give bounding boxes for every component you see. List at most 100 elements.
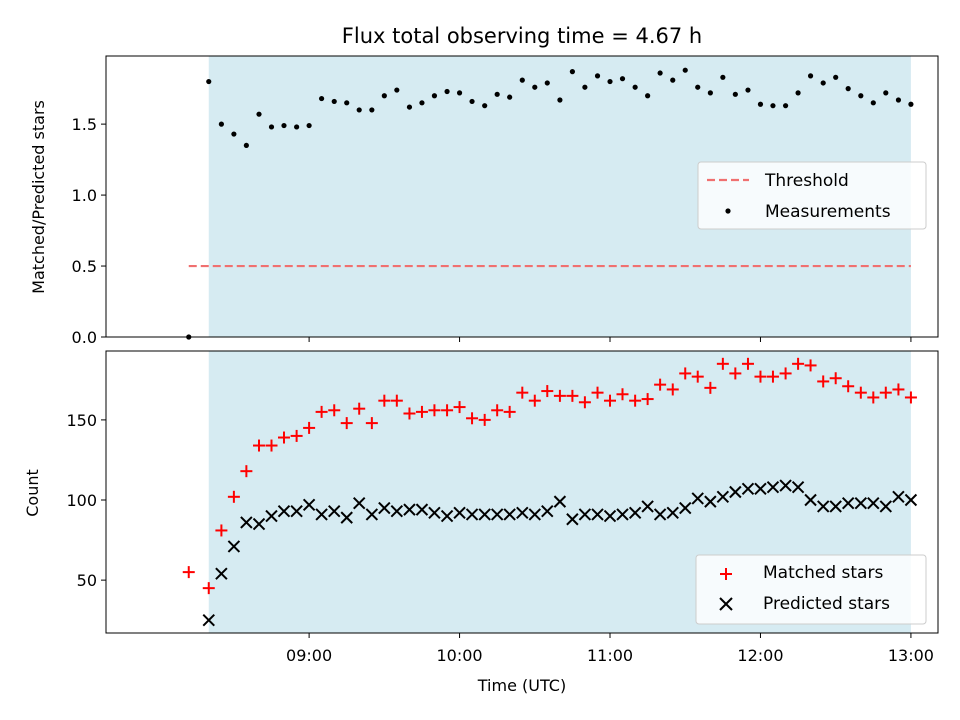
bottom-legend: Matched stars Predicted stars — [695, 554, 927, 625]
measurement-point — [795, 90, 801, 96]
predicted-star-point — [879, 500, 893, 513]
predicted-star-mark-b — [516, 506, 529, 520]
predicted-star-mark-b — [578, 508, 592, 521]
matched-star-point — [265, 439, 278, 452]
matched-star-point — [829, 372, 842, 385]
predicted-star-point — [240, 516, 253, 529]
predicted-star-mark-b — [691, 492, 704, 505]
matched-star-point — [641, 393, 654, 406]
predicted-star-mark-b — [829, 500, 842, 513]
top-y-axis: 0.0 0.5 1.0 1.5 — [72, 115, 106, 347]
predicted-legend-swatch — [719, 597, 733, 611]
bottom-y-axis-label: Count — [23, 469, 42, 517]
matched-star-point — [227, 490, 240, 503]
predicted-star-point — [704, 495, 717, 508]
measurement-point — [532, 84, 538, 90]
bottom-x-axis: 09:00 10:00 11:00 12:00 13:00 — [286, 633, 934, 665]
predicted-star-mark-b — [390, 505, 404, 518]
measurement-point — [594, 73, 601, 79]
matched-star-point — [453, 401, 466, 414]
measurement-point — [281, 122, 287, 129]
predicted-star-mark-b — [653, 508, 667, 521]
measurement-point — [494, 91, 500, 97]
measurement-point — [782, 103, 789, 109]
predicted-star-point — [729, 485, 742, 499]
predicted-star-mark-b — [704, 495, 717, 508]
top-y-tick-label: 1.0 — [72, 186, 97, 205]
predicted-star-mark-b — [879, 500, 893, 513]
predicted-star-point — [603, 509, 617, 523]
measurement-point — [243, 142, 249, 149]
measurement-point — [807, 73, 814, 79]
x-axis-label: Time (UTC) — [477, 676, 566, 695]
predicted-star-mark-b — [892, 490, 905, 504]
matched-star-point — [441, 404, 454, 417]
predicted-star-point — [465, 508, 479, 521]
predicted-star-mark-b — [240, 516, 253, 529]
predicted-star-mark-b — [754, 482, 767, 496]
predicted-star-point — [315, 508, 328, 521]
measurement-point — [268, 124, 275, 130]
matched-star-point — [616, 388, 629, 401]
measurement-point — [632, 84, 638, 90]
predicted-star-point — [328, 505, 341, 518]
predicted-star-mark-b — [328, 505, 341, 518]
predicted-star-mark-b — [641, 500, 654, 513]
matched-star-point — [604, 394, 617, 407]
matched-star-point — [716, 357, 729, 370]
bottom-y-tick-label: 100 — [66, 491, 97, 510]
measurement-point — [394, 87, 400, 93]
top-panel: 0.0 0.5 1.0 1.5 Matched/Predicted stars Thr… — [29, 55, 939, 347]
matched-star-point — [566, 389, 579, 402]
predicted-star-mark-b — [766, 480, 780, 494]
measurement-point — [256, 111, 262, 117]
predicted-star-point — [867, 497, 880, 510]
matched-star-point — [691, 370, 704, 383]
predicted-star-point — [578, 508, 592, 521]
measurement-point — [557, 97, 563, 103]
measurement-point — [306, 122, 312, 129]
predicted-star-point — [478, 508, 491, 521]
top-y-tick-label: 0.5 — [72, 257, 97, 276]
measurements-legend-label: Measurements — [765, 202, 891, 222]
matched-star-point — [804, 359, 817, 372]
matched-star-point — [428, 404, 441, 417]
predicted-star-point — [791, 480, 805, 494]
matched-star-point — [303, 421, 316, 434]
matched-star-point — [666, 383, 679, 396]
matched-star-point — [842, 380, 855, 393]
predicted-star-mark-b — [603, 509, 617, 523]
measurement-point — [895, 97, 902, 103]
predicted-star-mark-b — [453, 506, 466, 520]
measurement-point — [318, 95, 325, 102]
predicted-star-mark-b — [415, 503, 429, 516]
bottom-x-tick-label: 09:00 — [286, 646, 332, 665]
measurement-point — [331, 98, 337, 105]
top-legend-box — [697, 161, 927, 230]
measurement-point — [381, 93, 387, 99]
matched-star-point — [591, 386, 604, 399]
predicted-star-point — [516, 506, 529, 520]
predicted-star-mark-b — [465, 508, 479, 521]
predicted-legend-label: Predicted stars — [763, 594, 890, 614]
measurement-point — [294, 124, 300, 130]
predicted-star-mark-b — [353, 497, 366, 510]
predicted-star-mark-b — [340, 511, 353, 524]
threshold-legend-label: Threshold — [764, 171, 849, 191]
measurement-point — [356, 107, 362, 113]
predicted-star-point — [566, 513, 579, 526]
measurement-point — [582, 84, 588, 90]
measurement-point — [845, 86, 851, 92]
predicted-star-mark-b — [265, 509, 278, 523]
predicted-star-point — [716, 490, 730, 504]
predicted-star-point — [666, 506, 679, 520]
predicted-star-point — [390, 505, 404, 518]
predicted-star-mark-b — [779, 479, 792, 492]
predicted-star-point — [490, 508, 504, 521]
measurement-point — [820, 80, 826, 86]
measurement-point — [431, 93, 438, 99]
predicted-star-mark-b — [729, 485, 742, 499]
matched-star-point — [629, 394, 642, 407]
measurement-point — [519, 77, 525, 83]
predicted-star-point — [365, 508, 379, 521]
